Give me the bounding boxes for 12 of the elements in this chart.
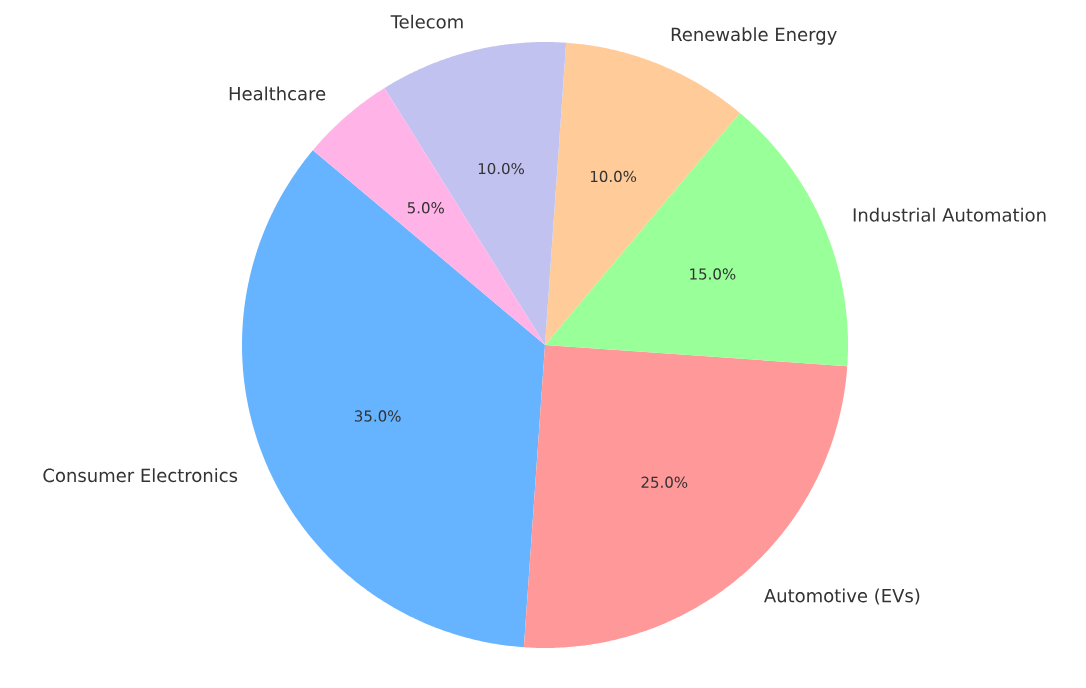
data-label: 35.0% (354, 410, 401, 422)
data-label: 10.0% (478, 162, 525, 175)
data-label: 10.0% (590, 170, 637, 183)
slice-label: Healthcare (229, 86, 326, 101)
slice-label: Industrial Automation (853, 207, 1046, 222)
data-label: 25.0% (641, 476, 688, 488)
slice-label: Renewable Energy (671, 27, 837, 45)
slice-label: Telecom (390, 14, 463, 29)
data-label: 5.0% (407, 202, 444, 214)
data-label: 15.0% (690, 268, 736, 280)
slice-label: Consumer Electronics (43, 468, 238, 483)
slice-label: Automotive (EVs) (764, 588, 920, 605)
